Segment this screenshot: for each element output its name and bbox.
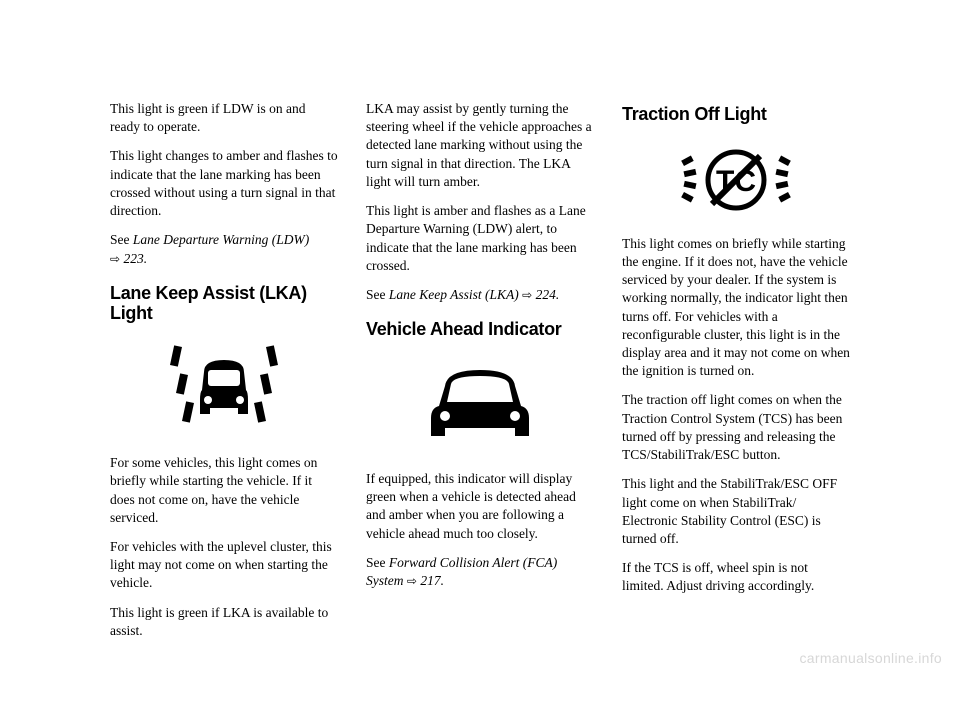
see-pre: See: [366, 287, 389, 302]
see-ref: 223.: [120, 251, 147, 266]
traction-off-icon: TC: [622, 135, 850, 225]
body-text: For some vehicles, this light comes on b…: [110, 454, 338, 527]
column-1: This light is green if LDW is on and rea…: [110, 100, 338, 651]
body-text: If equipped, this indicator will display…: [366, 470, 594, 543]
lka-light-icon: [110, 334, 338, 444]
body-text: This light comes on briefly while starti…: [622, 235, 850, 381]
see-ref: 217.: [417, 573, 444, 588]
body-text: This light changes to amber and flashes …: [110, 147, 338, 220]
see-ref: 224.: [532, 287, 559, 302]
manual-page: This light is green if LDW is on and rea…: [0, 0, 960, 701]
see-title: Lane Keep Assist (LKA): [389, 287, 519, 302]
body-text: This light is amber and flashes as a Lan…: [366, 202, 594, 275]
see-reference: See Forward Collision Alert (FCA) System…: [366, 554, 594, 590]
section-heading-traction-off: Traction Off Light: [622, 104, 850, 125]
column-2: LKA may assist by gently turning the ste…: [366, 100, 594, 651]
page-ref-icon: ⇨: [407, 573, 417, 589]
section-heading-lka-light: Lane Keep Assist (LKA) Light: [110, 283, 338, 324]
vehicle-ahead-icon: [366, 350, 594, 460]
see-reference: See Lane Keep Assist (LKA) ⇨ 224.: [366, 286, 594, 304]
body-text: This light is green if LDW is on and rea…: [110, 100, 338, 136]
page-ref-icon: ⇨: [110, 251, 120, 267]
see-pre: See: [110, 232, 133, 247]
watermark: carmanualsonline.info: [800, 650, 943, 666]
section-heading-vehicle-ahead: Vehicle Ahead Indicator: [366, 319, 594, 340]
body-text: If the TCS is off, wheel spin is not lim…: [622, 559, 850, 595]
column-3: Traction Off Light: [622, 100, 850, 651]
body-text: This light and the StabiliTrak/ESC OFF l…: [622, 475, 850, 548]
page-ref-icon: ⇨: [522, 287, 532, 303]
body-text: The traction off light comes on when the…: [622, 391, 850, 464]
see-title: Lane Departure Warning (LDW): [133, 232, 309, 247]
see-title: Forward Collision Alert (FCA) System: [366, 555, 557, 588]
see-pre: See: [366, 555, 389, 570]
see-reference: See Lane Departure Warning (LDW) ⇨ 223.: [110, 231, 338, 267]
body-text: LKA may assist by gently turning the ste…: [366, 100, 594, 191]
body-text: This light is green if LKA is available …: [110, 604, 338, 640]
body-text: For vehicles with the uplevel cluster, t…: [110, 538, 338, 593]
